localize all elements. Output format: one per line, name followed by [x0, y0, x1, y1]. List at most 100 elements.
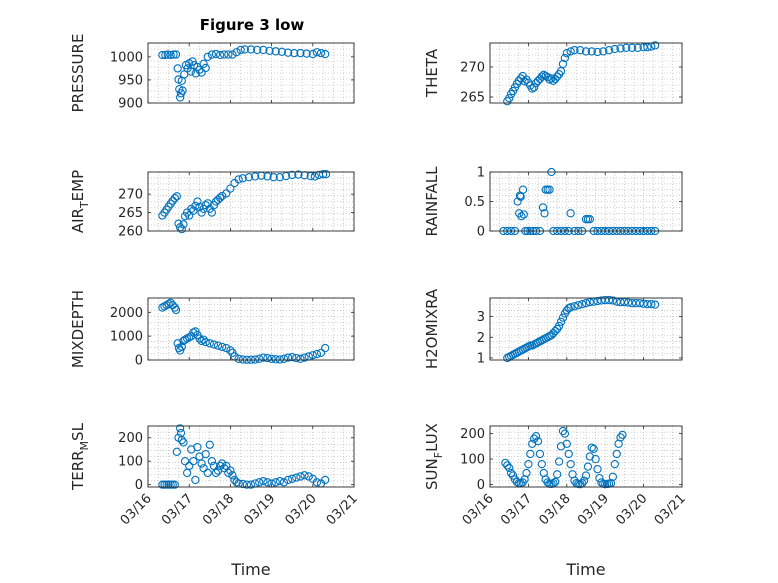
subplot-terr_msl: 03/16 03/17 03/18 03/19 03/20 03/21 0 100 200 TER… [69, 422, 361, 579]
data-point [158, 303, 167, 312]
data-point [560, 53, 570, 63]
data-point [197, 68, 206, 77]
data-point [203, 468, 212, 478]
y-axis-label-tail: LUX [423, 423, 441, 452]
y-axis-label-main: AIR [69, 208, 87, 233]
axes-box [147, 297, 355, 361]
data-point [271, 47, 280, 56]
data-point [193, 197, 202, 206]
data-point [608, 296, 618, 305]
data-point [294, 170, 303, 179]
data-point [288, 474, 297, 483]
data-point [170, 480, 179, 489]
data-point [620, 297, 629, 307]
y-tick-label: 100 [460, 453, 485, 468]
data-point [543, 73, 552, 82]
data-point [647, 300, 656, 309]
data-point [177, 435, 186, 445]
x-tick-label: 03/18 [537, 491, 574, 528]
data-point [166, 298, 175, 307]
data-point [610, 44, 619, 54]
data-point [564, 304, 573, 313]
data-point [545, 185, 554, 194]
data-point [171, 305, 181, 315]
data-point [288, 352, 297, 362]
y-tick-label: 265 [460, 91, 485, 106]
data-point [222, 343, 231, 353]
data-point [203, 199, 212, 208]
data-point [618, 430, 627, 440]
data-point [570, 302, 579, 311]
x-tick-label: 03/19 [575, 491, 612, 528]
data-point [244, 173, 254, 182]
y-axis-label-main: THETA [423, 48, 441, 98]
data-point [199, 335, 208, 344]
data-point [296, 49, 305, 58]
data-point [218, 342, 227, 352]
data-point [283, 475, 293, 485]
y-axis-label: THETA [423, 48, 441, 98]
data-point [215, 193, 225, 202]
data-point [526, 449, 535, 459]
data-point [533, 437, 543, 446]
y-axis-label-tail: EMP [69, 170, 87, 201]
data-point [508, 471, 518, 480]
data-point [635, 299, 644, 308]
data-point [228, 50, 237, 59]
data-point [537, 72, 546, 81]
data-point [581, 471, 591, 480]
data-point [222, 189, 231, 198]
subplot-mixdepth: 0 1000 2000 MIXDEPTH [69, 290, 355, 369]
grid [148, 172, 354, 231]
data-point [518, 185, 528, 194]
y-axis-label: MIXDEPTH [69, 290, 87, 368]
y-axis-label-subscript: T [78, 201, 91, 209]
axes-box [147, 171, 355, 232]
data-point [238, 479, 247, 489]
data-point [566, 303, 575, 312]
series-markers [158, 45, 330, 102]
data-point [207, 457, 217, 466]
data-point [576, 46, 585, 55]
data-point [189, 206, 198, 215]
data-point [166, 50, 175, 60]
data-point [321, 170, 331, 179]
data-point [593, 465, 602, 474]
data-point [505, 94, 514, 103]
data-point [545, 75, 554, 84]
series-markers [501, 426, 627, 489]
grid [148, 426, 354, 487]
data-point [587, 443, 596, 452]
data-point [310, 172, 320, 181]
data-point [218, 459, 227, 468]
data-point [186, 67, 195, 76]
data-point [519, 210, 528, 219]
series-markers [158, 298, 330, 364]
data-point [246, 480, 256, 489]
axes-box [147, 425, 355, 488]
data-point [246, 45, 256, 54]
data-point [238, 174, 247, 183]
data-point [306, 171, 315, 181]
y-tick-label: 0.5 [464, 195, 485, 210]
y-axis-label: H2OMIXRA [423, 288, 441, 369]
subplot-rainfall: 0 0.5 1 RAINFALL [423, 166, 683, 240]
y-axis-label-tail: SL [69, 422, 87, 441]
data-point [292, 353, 301, 363]
data-point [228, 471, 237, 480]
data-point [197, 459, 206, 468]
data-point [187, 204, 196, 214]
data-point [179, 220, 188, 229]
data-point [275, 173, 284, 182]
data-point [292, 473, 301, 482]
data-point [269, 173, 278, 182]
x-tick-label: 03/17 [159, 491, 196, 528]
grid [490, 43, 682, 103]
data-point [616, 44, 625, 53]
subplot-sun_flux: 03/16 03/17 03/18 03/19 03/20 03/21 0 100 200 SUN… [423, 423, 689, 579]
data-point [570, 46, 579, 55]
y-axis-label: PRESSURE [69, 34, 87, 113]
figure-title: Figure 3 low [200, 16, 305, 34]
data-point [211, 49, 221, 59]
data-point [612, 449, 621, 459]
